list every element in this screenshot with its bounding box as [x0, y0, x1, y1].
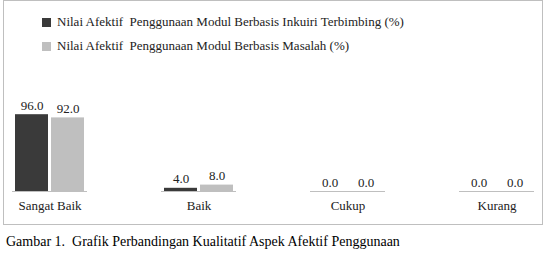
html-text:Nilai Afektif Penggunaan Modul: Nilai Afektif Penggunaan Modul Berbasis … — [57, 14, 404, 29]
svg-text:Cukup: Cukup — [331, 198, 366, 213]
svg-text:0.0: 0.0 — [507, 175, 523, 190]
svg-text:92.0: 92.0 — [57, 101, 80, 116]
svg-text:4.0: 4.0 — [173, 171, 189, 186]
svg-text:Kurang: Kurang — [478, 198, 517, 213]
html-text:Gambar 1. Grafik Perbandingan: Gambar 1. Grafik Perbandingan Kualitatif… — [6, 234, 400, 249]
svg-text:0.0: 0.0 — [322, 175, 338, 190]
svg-text:0.0: 0.0 — [471, 175, 487, 190]
html-text:Nilai Afektif Penggunaan Modul: Nilai Afektif Penggunaan Modul Berbasis … — [57, 38, 350, 53]
svg-text:8.0: 8.0 — [209, 168, 225, 183]
svg-text:96.0: 96.0 — [21, 98, 44, 113]
svg-text:Sangat Baik: Sangat Baik — [18, 198, 82, 213]
svg-text:Baik: Baik — [187, 198, 212, 213]
svg-text:0.0: 0.0 — [358, 175, 374, 190]
